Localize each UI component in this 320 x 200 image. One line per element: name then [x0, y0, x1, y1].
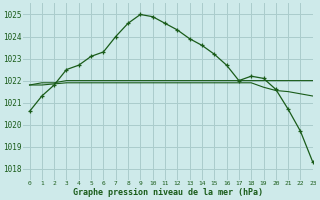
X-axis label: Graphe pression niveau de la mer (hPa): Graphe pression niveau de la mer (hPa)	[73, 188, 263, 197]
